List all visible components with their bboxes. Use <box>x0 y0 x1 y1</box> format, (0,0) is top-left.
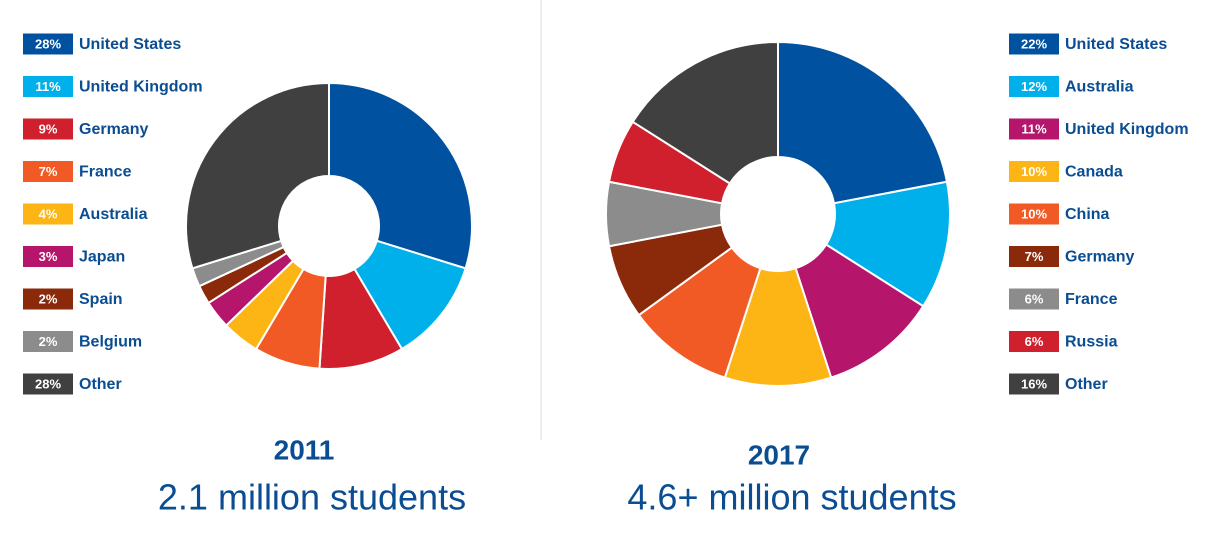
slice <box>328 81 473 270</box>
legend-swatch <box>23 118 73 140</box>
legend-swatch <box>23 288 73 310</box>
legend-value: 4% <box>39 206 58 221</box>
chart-title: 2011 <box>274 434 335 465</box>
legend-swatch <box>23 33 73 55</box>
legend-value: 11% <box>35 79 61 94</box>
legend-swatch <box>1009 246 1059 267</box>
legend-swatch <box>1009 118 1059 140</box>
legend-swatch <box>1009 331 1059 352</box>
legend-value: 9% <box>39 121 58 136</box>
legend-value: 10% <box>1021 206 1047 221</box>
legend-value: 22% <box>1021 36 1047 51</box>
legend-label: Other <box>1065 376 1108 393</box>
legend-swatch <box>23 373 73 395</box>
legend-swatch <box>1009 203 1059 225</box>
legend-swatch <box>1009 33 1059 55</box>
legend-value: 2% <box>39 291 58 306</box>
legend-label: Russia <box>1065 334 1118 351</box>
legend-label: Germany <box>1065 249 1134 266</box>
legend-value: 16% <box>1021 376 1047 391</box>
legend-label: Japan <box>79 249 125 266</box>
legend-value: 12% <box>1021 79 1047 94</box>
legend-label: United States <box>1065 36 1167 53</box>
chart-title: 2017 <box>748 439 810 470</box>
legend-label: Australia <box>1065 79 1134 96</box>
legend-label: France <box>1065 291 1118 308</box>
legend-label: Other <box>79 376 122 393</box>
legend-value: 11% <box>1021 121 1047 136</box>
legend-swatch <box>1009 76 1059 97</box>
legend-label: Belgium <box>79 334 142 351</box>
legend-label: United Kingdom <box>79 79 203 96</box>
legend-value: 28% <box>35 36 61 51</box>
legend-swatch <box>23 76 73 97</box>
slice <box>824 180 951 308</box>
slice <box>631 40 779 185</box>
legend-value: 7% <box>39 164 58 179</box>
legend-label: China <box>1065 206 1110 223</box>
legend-swatch <box>1009 373 1059 395</box>
chart-subtitle: 2.1 million students <box>158 477 466 518</box>
legend-value: 6% <box>1025 291 1044 306</box>
legend-label: United Kingdom <box>1065 121 1189 138</box>
legend-label: Spain <box>79 291 123 308</box>
legend-label: Germany <box>79 121 148 138</box>
legend-value: 28% <box>35 376 61 391</box>
legend-label: Australia <box>79 206 148 223</box>
legend-swatch <box>23 331 73 352</box>
legend-swatch <box>23 203 73 225</box>
legend-value: 6% <box>1025 334 1044 349</box>
legend-swatch <box>23 246 73 267</box>
slice <box>185 81 330 270</box>
slice <box>777 40 949 205</box>
legend-label: United States <box>79 36 181 53</box>
legend-value: 2% <box>39 334 58 349</box>
chart-subtitle: 4.6+ million students <box>627 477 956 518</box>
legend-swatch <box>1009 288 1059 310</box>
legend-label: France <box>79 164 132 181</box>
legend-label: Canada <box>1065 164 1123 181</box>
legend-value: 7% <box>1025 249 1044 264</box>
legend-value: 10% <box>1021 164 1047 179</box>
legend-swatch <box>23 161 73 182</box>
legend-swatch <box>1009 161 1059 182</box>
legend-value: 3% <box>39 249 58 264</box>
